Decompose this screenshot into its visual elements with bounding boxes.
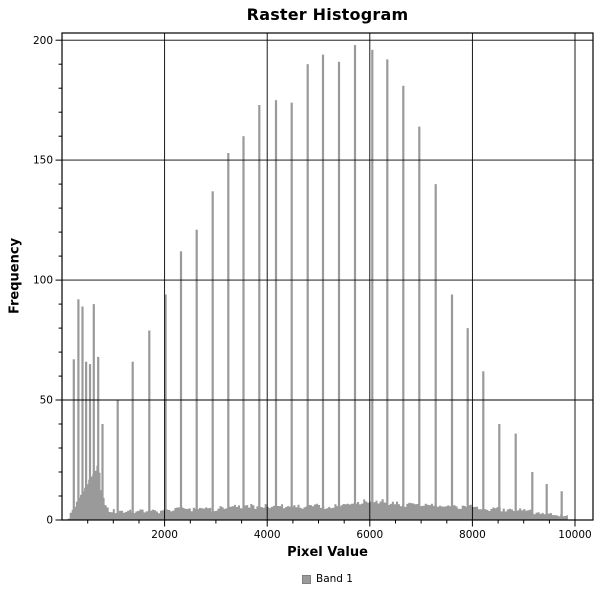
legend-label: Band 1 <box>316 573 353 585</box>
svg-text:4000: 4000 <box>254 529 281 541</box>
svg-text:50: 50 <box>40 395 53 407</box>
svg-text:6000: 6000 <box>356 529 383 541</box>
chart-title: Raster Histogram <box>246 5 409 24</box>
y-axis-title: Frequency <box>7 237 23 315</box>
svg-text:0: 0 <box>46 515 53 527</box>
legend: Band 1 <box>62 573 593 585</box>
svg-text:100: 100 <box>33 275 53 287</box>
svg-text:150: 150 <box>33 155 53 167</box>
svg-text:8000: 8000 <box>459 529 486 541</box>
svg-text:2000: 2000 <box>151 529 178 541</box>
svg-text:200: 200 <box>33 35 53 47</box>
x-axis-title: Pixel Value <box>287 545 368 560</box>
band1-color-swatch-icon <box>302 574 311 584</box>
svg-text:10000: 10000 <box>558 529 591 541</box>
